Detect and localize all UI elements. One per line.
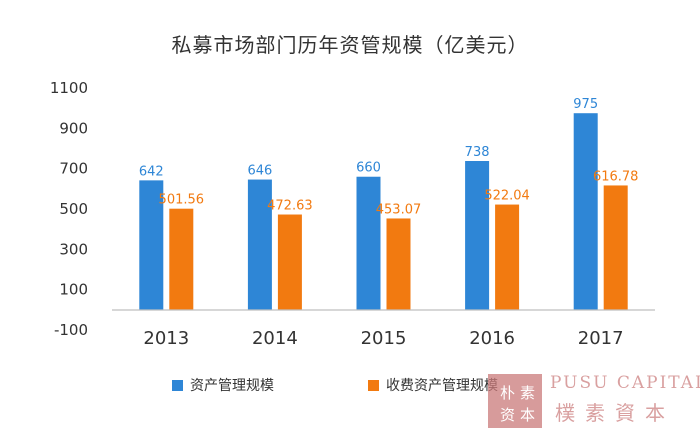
data-label: 642 [139, 164, 164, 179]
bar-aum [247, 179, 272, 310]
y-tick-label: 900 [59, 119, 88, 137]
data-label: 738 [465, 145, 490, 160]
data-label: 616.78 [593, 169, 639, 184]
data-label: 501.56 [159, 193, 205, 208]
watermark: 朴 素 资 本 PUSU CAPITAL 樸素資本 [488, 373, 700, 428]
bar-fee-aum [277, 214, 302, 310]
y-tick-label: 300 [59, 240, 88, 258]
data-label: 660 [356, 161, 381, 176]
bar-fee-aum [495, 204, 520, 310]
x-tick-label: 2017 [578, 328, 624, 349]
y-tick-label: 1100 [50, 79, 88, 97]
watermark-english: PUSU CAPITAL [550, 373, 700, 393]
chart-title: 私募市场部门历年资管规模（亿美元） [172, 33, 529, 57]
data-label: 522.04 [484, 189, 530, 204]
bar-aum [139, 180, 164, 310]
bar-aum [465, 161, 490, 310]
bar-fee-aum [386, 218, 411, 310]
y-tick-label: -100 [54, 321, 88, 339]
bar-fee-aum [169, 208, 194, 310]
bar-fee-aum [603, 185, 628, 310]
svg-text:素: 素 [520, 384, 535, 402]
legend-swatch [368, 380, 379, 391]
y-tick-label: 100 [59, 281, 88, 299]
x-tick-label: 2016 [469, 328, 515, 349]
y-axis: 1100 900 700 500 300 100 -100 [50, 79, 88, 339]
svg-text:本: 本 [520, 406, 535, 424]
x-axis: 2013 2014 2015 2016 2017 [112, 309, 655, 349]
x-tick-label: 2013 [143, 328, 189, 349]
x-tick-label: 2015 [361, 328, 407, 349]
svg-text:朴: 朴 [500, 384, 515, 402]
bar-aum [573, 113, 598, 310]
data-label: 472.63 [267, 199, 313, 214]
data-label: 646 [247, 164, 272, 179]
seal-logo: 朴 素 资 本 [488, 374, 542, 428]
watermark-chinese: 樸素資本 [555, 401, 675, 425]
y-tick-label: 700 [59, 160, 88, 178]
x-tick-label: 2014 [252, 328, 298, 349]
data-label: 453.07 [376, 202, 422, 217]
bars: 642 501.56 646 472.63 660 453.07 738 522.04 975 6… [139, 97, 639, 310]
bar-aum [356, 176, 381, 310]
y-tick-label: 500 [59, 200, 88, 218]
data-label: 975 [573, 97, 598, 112]
legend-label: 收费资产管理规模 [386, 378, 498, 394]
legend-swatch [172, 380, 183, 391]
legend-label: 资产管理规模 [190, 378, 274, 394]
legend: 资产管理规模 收费资产管理规模 [172, 378, 498, 394]
svg-text:资: 资 [500, 406, 515, 424]
